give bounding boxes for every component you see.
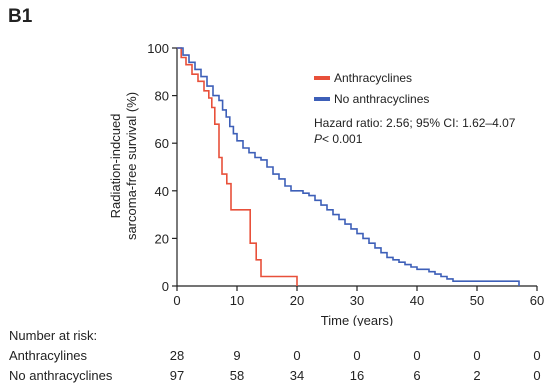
hazard-ratio-text: Hazard ratio: 2.56; 95% CI: 1.62–4.07: [314, 116, 516, 130]
risk-cell: 28: [169, 348, 185, 363]
x-tick-label: 20: [290, 293, 304, 308]
series-line-anthracyclines: [177, 47, 298, 286]
y-tick-label: 0: [162, 279, 169, 294]
y-axis-label-line1: Radiation-indcued: [108, 114, 123, 219]
panel-label: B1: [8, 6, 33, 27]
risk-row: Anthracylines 28 9 0 0 0 0 0: [0, 348, 549, 366]
legend-label: No anthracyclines: [334, 92, 429, 106]
x-tick-label: 10: [230, 293, 244, 308]
x-tick-label: 40: [410, 293, 424, 308]
x-tick-label: 50: [470, 293, 484, 308]
y-tick-label: 40: [155, 184, 169, 199]
x-axis-label: Time (years): [321, 313, 393, 326]
risk-cell: 34: [289, 368, 305, 383]
axes: 0 10 20 30 40 50 60 0 20 40 60 80 100: [147, 41, 544, 308]
risk-cell: 16: [349, 368, 365, 383]
x-tick-label: 30: [350, 293, 364, 308]
series-line-no-anthracyclines: [177, 47, 520, 286]
y-tick-label: 80: [155, 89, 169, 104]
risk-cell: 9: [233, 348, 241, 363]
risk-cell: 6: [413, 368, 421, 383]
risk-cell: 97: [169, 368, 185, 383]
y-tick-label: 60: [155, 136, 169, 151]
risk-row: No anthracyclines 97 58 34 16 6 2 0: [0, 368, 549, 386]
legend-swatch: [314, 76, 330, 80]
risk-row-label: No anthracyclines: [9, 368, 113, 383]
survival-curves: [177, 47, 520, 286]
risk-cell: 0: [413, 348, 421, 363]
km-chart: 0 10 20 30 40 50 60 0 20 40 60 80 100 Anthracyclines…: [108, 41, 544, 326]
risk-cell: 0: [293, 348, 301, 363]
hazard-annotation: Hazard ratio: 2.56; 95% CI: 1.62–4.07 P< …: [314, 116, 516, 146]
y-tick-label: 100: [147, 41, 169, 56]
risk-cell: 58: [229, 368, 245, 383]
risk-cell: 0: [533, 368, 541, 383]
legend-label: Anthracyclines: [334, 71, 412, 85]
y-axis-label-line2: sarcoma-free survival (%): [124, 92, 139, 240]
x-tick-label: 60: [530, 293, 544, 308]
risk-row-label: Anthracylines: [9, 348, 88, 363]
risk-table-title: Number at risk:: [9, 328, 98, 343]
y-tick-label: 20: [155, 231, 169, 246]
risk-cell: 0: [353, 348, 361, 363]
risk-cell: 0: [473, 348, 481, 363]
risk-cell: 0: [533, 348, 541, 363]
p-value-text: P< 0.001: [314, 132, 363, 146]
legend: Anthracyclines No anthracyclines: [314, 71, 429, 106]
x-tick-label: 0: [173, 293, 180, 308]
legend-swatch: [314, 97, 330, 101]
risk-cell: 2: [473, 368, 481, 383]
